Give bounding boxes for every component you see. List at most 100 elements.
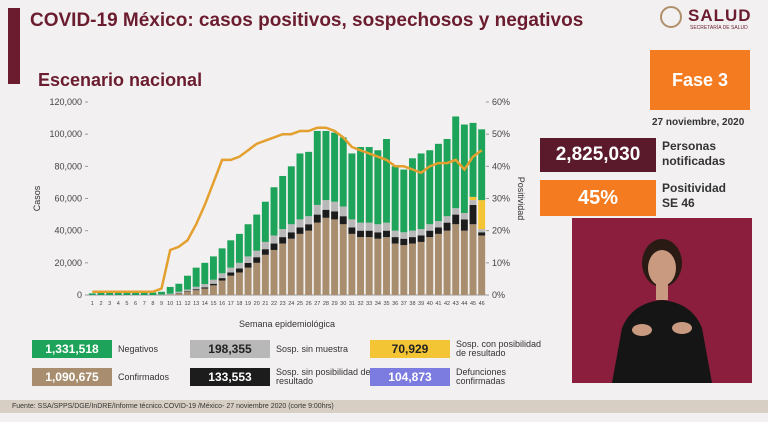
bar-segment [460, 212, 468, 220]
bar-segment [209, 256, 217, 280]
x-tick-label: 29 [332, 301, 338, 307]
x-tick-label: 25 [297, 301, 303, 307]
bar-segment [400, 238, 408, 246]
bar-segment [261, 201, 269, 242]
x-tick-label: 1 [91, 301, 94, 307]
bar-segment [261, 254, 269, 295]
bar-segment [452, 116, 460, 209]
bar-segment [391, 166, 399, 231]
legend-label: Negativos [118, 344, 159, 354]
bar-segment [374, 232, 382, 239]
legend-total: 1,331,518 [32, 340, 112, 358]
legend: 1,090,675 Confirmados 133,553 Sosp. sin pos… [0, 340, 560, 395]
bar-segment [443, 222, 451, 231]
bar-segment [106, 291, 114, 295]
bar-segment [287, 224, 295, 233]
x-tick-label: 3 [108, 301, 111, 307]
x-tick-label: 41 [435, 301, 441, 307]
bar-segment [322, 200, 330, 210]
bar-segment [184, 291, 191, 292]
bar-segment [218, 278, 226, 281]
bar-segment [469, 204, 477, 225]
bar-segment [460, 230, 468, 295]
bar-segment [184, 291, 191, 295]
notified-label: Personas notificadas [662, 139, 726, 168]
legend-label: Sosp. sin muestra [276, 344, 349, 354]
bar-segment [261, 249, 269, 255]
bar-segment [175, 291, 183, 294]
legend-label: Sosp. con posibilidad de resultado [456, 339, 542, 358]
bar-segment [287, 166, 295, 225]
bar-segment [357, 230, 365, 238]
x-tick-label: 35 [383, 301, 389, 307]
bar-segment [374, 238, 382, 295]
bar-segment [201, 284, 209, 288]
logo: SALUD [688, 6, 752, 25]
y2-axis-label: Positividad [516, 177, 526, 221]
x-tick-label: 26 [306, 301, 312, 307]
bar-segment [175, 283, 183, 292]
bar-segment [166, 293, 174, 295]
bar-segment [313, 222, 321, 295]
bar-segment [227, 272, 235, 276]
y-tick-label: 40,000 [54, 226, 82, 236]
bar-segment [460, 219, 468, 231]
bar-segment [452, 214, 460, 225]
x-tick-label: 36 [392, 301, 398, 307]
bar-segment [478, 229, 486, 233]
x-tick-label: 15 [210, 301, 216, 307]
x-tick-label: 23 [280, 301, 286, 307]
bar-segment [158, 291, 166, 295]
bar-segment [287, 232, 295, 239]
bar-segment [452, 224, 460, 295]
x-tick-label: 38 [409, 301, 415, 307]
bar-segment [426, 150, 434, 225]
bar-segment [400, 169, 408, 233]
bar-segment [253, 250, 261, 258]
bar-segment [391, 230, 399, 238]
bar-segment [279, 229, 287, 238]
phase-box: Fase 3 [650, 50, 750, 110]
bar-segment [132, 292, 140, 295]
x-tick-label: 24 [288, 301, 294, 307]
logo-emblem [660, 6, 682, 28]
bar-segment [192, 286, 200, 290]
bar-segment [192, 289, 200, 291]
bar-segment [426, 224, 434, 231]
bar-segment [348, 227, 356, 234]
x-tick-label: 34 [375, 301, 381, 307]
bar-segment [209, 283, 217, 286]
x-tick-label: 11 [176, 301, 182, 307]
bar-segment [391, 237, 399, 244]
bar-segment [426, 237, 434, 295]
x-tick-label: 5 [125, 301, 128, 307]
x-tick-label: 2 [99, 301, 102, 307]
bar-segment [443, 138, 451, 217]
x-tick-label: 45 [470, 301, 476, 307]
bar-segment [97, 292, 105, 295]
y2-tick-label: 40% [492, 161, 510, 171]
bar-segment [313, 204, 321, 215]
bar-segment [218, 280, 226, 295]
y2-tick-label: 20% [492, 226, 510, 236]
bar-segment [408, 237, 416, 244]
bar-segment [201, 287, 209, 289]
legend-total: 70,929 [370, 340, 450, 358]
bar-segment [296, 233, 304, 295]
x-tick-label: 31 [349, 301, 355, 307]
bar-segment [357, 147, 365, 223]
bar-segment [313, 214, 321, 223]
bar-segment [279, 237, 287, 244]
bar-segment [209, 279, 217, 284]
bar-segment [296, 227, 304, 234]
x-tick-label: 18 [236, 301, 242, 307]
bar-segment [270, 249, 278, 295]
x-tick-label: 22 [271, 301, 277, 307]
x-tick-label: 33 [366, 301, 372, 307]
bar-segment [426, 230, 434, 238]
bar-segment [408, 243, 416, 295]
x-tick-label: 13 [193, 301, 199, 307]
bar-segment [235, 268, 243, 273]
bar-segment [253, 257, 261, 263]
